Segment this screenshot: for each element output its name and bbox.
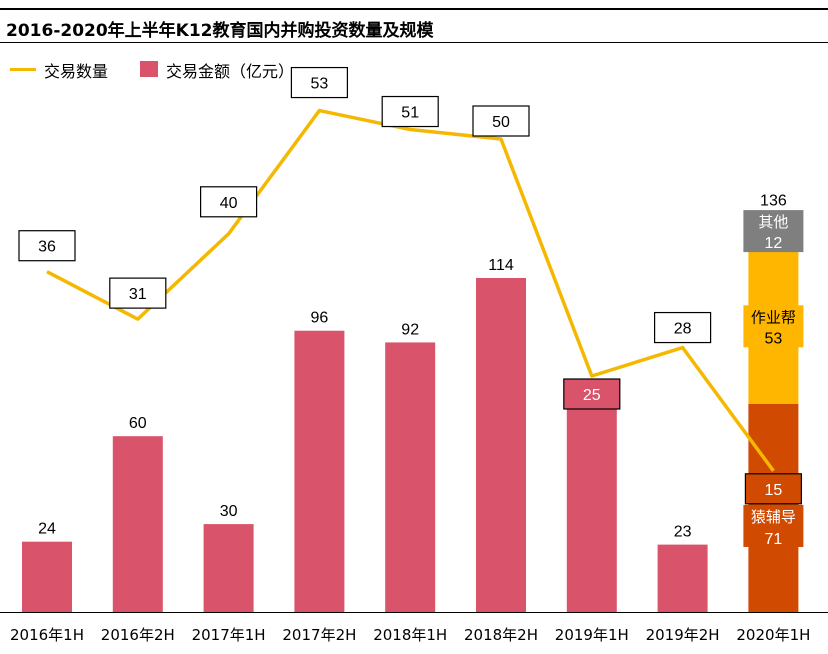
category-tick-label: 2020年1H: [736, 626, 810, 644]
bar: [385, 342, 436, 612]
count-label-box: [18, 230, 76, 262]
bar-value-label: 23: [674, 524, 692, 541]
count-line: [46, 108, 775, 472]
category-tick-label: 2016年1H: [10, 626, 84, 644]
bar-value-label: 114: [488, 257, 514, 274]
count-value-label: 36: [38, 239, 56, 256]
category-tick-label: 2018年1H: [373, 626, 447, 644]
segment-name-label: 其他: [758, 213, 788, 231]
count-label-box: [653, 311, 712, 344]
title-top-rule: [0, 8, 828, 10]
bar: [657, 544, 708, 612]
count-label-box: [200, 186, 258, 218]
segment-label-bg: [743, 504, 804, 547]
bar: [476, 277, 526, 612]
category-tick-label: 2019年2H: [646, 626, 720, 644]
bar-value-label: 24: [38, 521, 56, 538]
segment-name-label: 作业帮: [751, 308, 796, 326]
category-tick-label: 2017年1H: [192, 626, 266, 644]
count-value-label: 31: [129, 286, 147, 303]
count-label-box: [381, 95, 439, 128]
legend-bar-swatch: [140, 61, 158, 77]
count-label-box: [109, 277, 167, 309]
stacked-total-label: 136: [760, 193, 787, 210]
segment-label-bg: [743, 305, 804, 348]
segment-value-label: 12: [765, 235, 783, 252]
legend-label-amount: 交易金额（亿元）: [166, 62, 295, 81]
count-value-label: 25: [583, 387, 601, 404]
bar-value-label: 60: [129, 415, 147, 432]
category-tick-label: 2017年2H: [282, 626, 356, 644]
segment-value-label: 71: [765, 531, 783, 548]
count-label-box: [563, 378, 621, 410]
count-label-box: [290, 66, 348, 99]
count-value-label: 53: [311, 76, 329, 93]
bar: [22, 541, 72, 612]
legend-line-swatch: [10, 68, 36, 71]
category-tick-label: 2018年2H: [464, 626, 538, 644]
count-value-label: 15: [765, 482, 783, 499]
bar: [566, 403, 617, 612]
chart-title: 2016-2020年上半年K12教育国内并购投资数量及规模: [6, 21, 434, 41]
bar-value-label: 96: [311, 310, 329, 327]
title-underline: [0, 42, 828, 43]
count-label-box: [744, 473, 803, 505]
count-label-box: [472, 105, 530, 137]
bar: [294, 330, 345, 612]
count-value-label: 40: [220, 195, 238, 212]
bar: [112, 436, 163, 612]
category-tick-label: 2019年1H: [555, 626, 629, 644]
count-value-label: 51: [401, 105, 419, 122]
segment-value-label: 53: [765, 330, 783, 347]
category-tick-label: 2016年2H: [101, 626, 175, 644]
bar-value-label: 30: [220, 503, 238, 520]
segment-name-label: 猿辅导: [751, 508, 796, 526]
segment-label-bg: [743, 210, 804, 253]
count-value-label: 28: [674, 321, 692, 338]
count-value-label: 50: [492, 114, 510, 131]
legend-label-count: 交易数量: [44, 62, 109, 81]
bar-value-label: 92: [401, 321, 419, 338]
bar: [203, 524, 254, 612]
